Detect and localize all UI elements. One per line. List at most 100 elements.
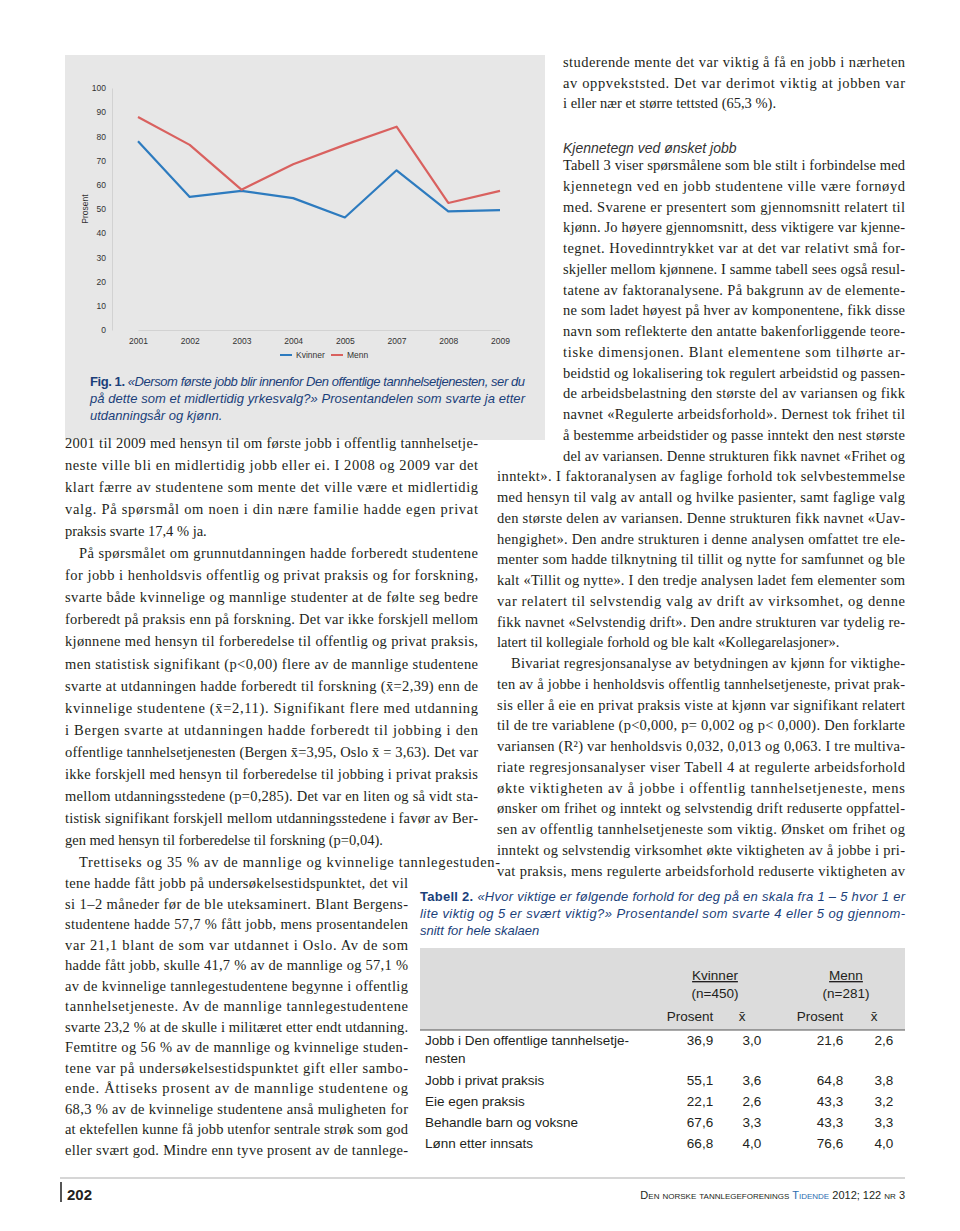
- table-group-name: Kvinner: [692, 968, 738, 983]
- text-line: Trettiseks og 35 % av de mannlige og kvi…: [79, 854, 500, 870]
- x-tick-label: 2005: [336, 336, 355, 346]
- y-tick-label: 100: [92, 83, 106, 93]
- text-line: av de kvinnelige tannlegestudentene begy…: [65, 978, 408, 994]
- x-tick: 2005: [336, 330, 355, 346]
- table-cell: 3,3: [743, 1115, 762, 1130]
- text-line: svarte både kvinnelige og mannlige stude…: [65, 589, 478, 605]
- x-tick: 2003: [232, 330, 251, 346]
- table-group-n: (n=450): [692, 986, 739, 1001]
- y-tick-label: 60: [97, 180, 107, 190]
- series-line: [138, 141, 500, 217]
- text-line: ne som ladet høyest på hver av komponent…: [563, 302, 905, 318]
- footer: 202Den norske tannlegeforenings Tidende …: [60, 1178, 905, 1203]
- y-tick-label: 90: [97, 107, 107, 117]
- x-tick-label: 2002: [181, 336, 200, 346]
- table-cell: 3,2: [875, 1094, 894, 1109]
- legend-label: Menn: [347, 350, 369, 360]
- table-caption-label: Tabell 2.: [420, 889, 477, 904]
- text-line: offentlige tannhelsetjenesten (Bergen x̄…: [65, 744, 478, 761]
- y-axis-title: Prosent: [80, 194, 90, 224]
- text-line: i eller nær et større tettsted (65,3 %).: [563, 95, 776, 112]
- y-tick: 80: [97, 132, 112, 142]
- legend-swatch: [331, 354, 343, 356]
- text-line: den største delen av variansen. Denne st…: [497, 510, 905, 526]
- text-line: studerende mente det var viktig å få en …: [563, 54, 906, 70]
- text-line: kjønnene med hensyn til forberedelse til…: [65, 633, 478, 649]
- caption-text: utdanningsår og kjønn.: [90, 408, 222, 423]
- x-tick: 2002: [181, 330, 200, 346]
- text-line: tannhelsetjeneste. Av de mannlige tannle…: [65, 998, 408, 1014]
- table-cell: 21,6: [817, 1033, 843, 1048]
- table-cell: 36,9: [687, 1033, 713, 1048]
- y-tick: 10: [97, 301, 112, 311]
- text-line: inntekt». I faktoranalysen av faglige fo…: [497, 468, 905, 484]
- table-cell: 3,0: [743, 1033, 762, 1048]
- table-cell: 64,8: [817, 1073, 843, 1088]
- y-tick: 60: [97, 180, 112, 190]
- text-line: sis eller å eie en privat praksis viste …: [497, 697, 905, 713]
- text-line: men statistisk signifikant (p<0,00) fler…: [65, 656, 478, 673]
- text-line: de arbeidsbelastning den største del av …: [563, 385, 906, 401]
- table-cell: 67,6: [687, 1115, 713, 1130]
- table-row-label: Eie egen praksis: [425, 1094, 525, 1109]
- text-line: med hensyn til valg av antall og hvilke …: [497, 489, 905, 505]
- text-line: ende. Åttiseks prosent av de mannlige st…: [65, 1080, 408, 1096]
- table-cell: 43,3: [817, 1094, 843, 1109]
- text-line: tene hadde fått jobb på undersøkelsestid…: [65, 875, 408, 891]
- table-caption-text: snitt for hele skalaen: [420, 923, 539, 938]
- x-axis: 20012002200320042005200720082009: [129, 330, 510, 346]
- text-line: menter som hadde tilknytning til tillit …: [497, 551, 905, 567]
- text-line: til de tre variablene (p<0,000, p= 0,002…: [497, 717, 905, 734]
- journal-part: Tidende: [789, 1189, 829, 1201]
- y-axis: 0102030405060708090100: [92, 83, 113, 335]
- text-line: 68,3 % av de kvinnelige studentene anså …: [65, 1101, 408, 1117]
- text-line: for jobb i henholdsvis offentlig og priv…: [65, 567, 478, 583]
- x-tick: 2001: [129, 330, 148, 346]
- text-line: navn som reflekterte den antatte bakenfo…: [563, 323, 905, 339]
- caption-text: på dette som et midlertidig yrkesvalg?» …: [89, 391, 526, 406]
- table-cell: 3,8: [875, 1073, 894, 1088]
- journal-part: Den norske tannlegeforenings: [640, 1189, 789, 1201]
- text-line: klart færre av studentene som mente det …: [65, 479, 478, 495]
- x-tick-label: 2001: [129, 336, 148, 346]
- table-cell: 22,1: [687, 1094, 713, 1109]
- caption-text: «Dersom første jobb blir innenfor Den of…: [128, 374, 525, 389]
- text-line: tegnet. Hovedinntrykket var at det var r…: [563, 240, 905, 256]
- text-line: sen av offentlig tannhelsetjeneste som v…: [497, 821, 905, 837]
- table-row-label: nesten: [425, 1051, 466, 1066]
- series-line: [138, 117, 500, 203]
- table-subheader: Prosent: [797, 1009, 844, 1024]
- text-line: i Bergen svarte at utdanningen hadde for…: [65, 722, 479, 738]
- text-line: vat praksis, mens regulerte arbeidsforho…: [497, 863, 906, 879]
- x-tick: 2004: [284, 330, 303, 346]
- text-line: neste ville bli en midlertidig jobb elle…: [65, 457, 478, 473]
- x-tick-label: 2004: [284, 336, 303, 346]
- table-caption-line: lite viktig og 5 er svært viktig?» Prose…: [420, 906, 906, 921]
- y-tick: 50: [97, 204, 112, 214]
- text-line: tistisk signifikant forskjell mellom utd…: [65, 810, 478, 826]
- page: 0102030405060708090100200120022003200420…: [0, 0, 960, 1231]
- y-tick-label: 40: [97, 228, 107, 238]
- figure-background: [65, 55, 545, 440]
- table-cell: 3,6: [743, 1073, 762, 1088]
- text-line: forberedt på praksis enn på forskning. D…: [65, 611, 479, 627]
- y-tick-label: 20: [97, 277, 107, 287]
- text-line: beidstid og lokalisering tok regulert ar…: [563, 365, 905, 381]
- text-line: variansen (R²) var henholdsvis 0,032, 0,…: [497, 738, 905, 755]
- text-line: Bivariat regresjonsanalyse av betydninge…: [511, 655, 905, 671]
- caption-line: på dette som et midlertidig yrkesvalg?» …: [89, 391, 526, 406]
- table-cell: 2,6: [875, 1033, 894, 1048]
- text-line: tene var på undersøkelsestidspunktet gif…: [65, 1060, 408, 1076]
- y-tick-label: 70: [97, 156, 107, 166]
- caption-line: utdanningsår og kjønn.: [90, 408, 222, 423]
- table-row-label: Jobb i Den offentlige tannhelsetje-: [425, 1033, 629, 1048]
- table-cell: 4,0: [743, 1136, 762, 1151]
- text-line: mellom utdanningsstedene (p=0,285). Det …: [65, 788, 478, 805]
- x-tick-label: 2009: [491, 336, 510, 346]
- text-line: fikk navnet «Selvstendig drift». Den and…: [497, 614, 905, 630]
- text-line: riate regresjonsanalyser viser Tabell 4 …: [497, 759, 906, 775]
- text-line: Femtitre og 56 % av de mannlige og kvinn…: [65, 1039, 408, 1055]
- legend-swatch: [280, 354, 292, 356]
- table-cell: 3,3: [875, 1115, 894, 1130]
- footer-rule: [60, 1178, 905, 1179]
